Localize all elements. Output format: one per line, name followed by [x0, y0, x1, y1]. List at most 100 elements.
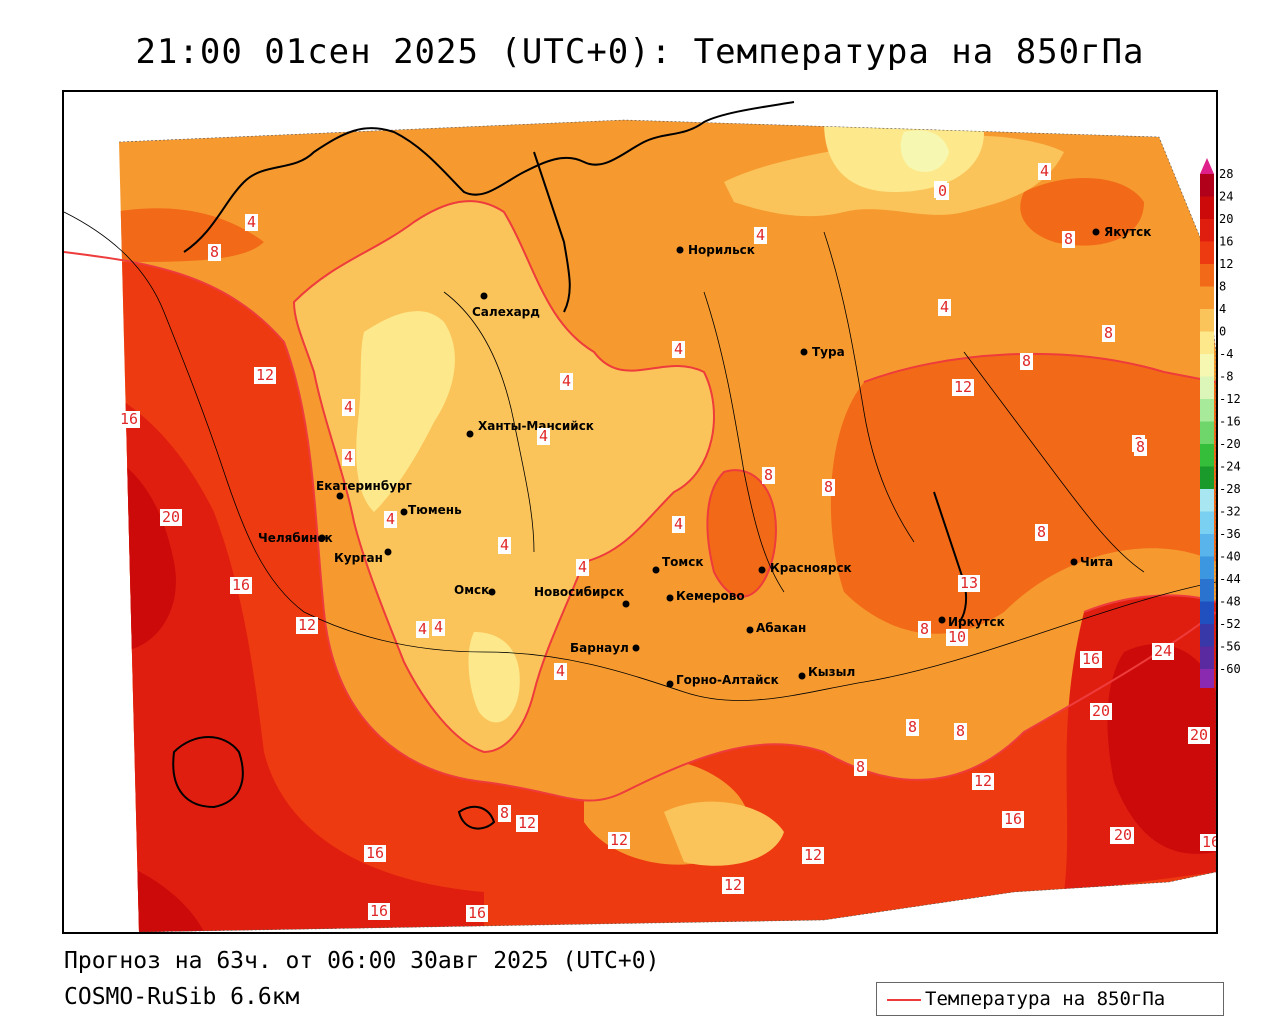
colorbar-tick-label: 16 — [1219, 235, 1233, 249]
city-label: Норильск — [688, 243, 755, 257]
colorbar-tick-label: -36 — [1219, 527, 1241, 541]
contour-label: 12 — [298, 616, 316, 634]
contour-label-bg — [954, 723, 967, 740]
contour-label-bg — [1152, 643, 1174, 660]
legend: Температура на 850гПа — [876, 982, 1224, 1016]
colorbar-tick-label: -60 — [1219, 662, 1241, 676]
colorbar-tick-label: 0 — [1219, 325, 1226, 339]
city-label: Чита — [1080, 555, 1113, 569]
colorbar-swatch — [1200, 331, 1214, 354]
contour-label-bg — [1062, 231, 1075, 248]
colorbar-tick-label: 20 — [1219, 212, 1233, 226]
contour-label: 8 — [824, 478, 833, 496]
contour-label: 4 — [500, 536, 509, 554]
contour-label: 4 — [247, 213, 256, 231]
colorbar-tick-label: -20 — [1219, 437, 1241, 451]
colorbar-swatch — [1200, 466, 1214, 489]
contour-label: 8 — [210, 243, 219, 261]
contour-label-bg — [1188, 727, 1210, 744]
colorbar-tick-label: -28 — [1219, 482, 1241, 496]
contour-label-bg — [554, 663, 567, 680]
contour-label-bg — [576, 559, 589, 576]
contour-label-bg — [466, 905, 488, 922]
contour-label-bg — [245, 214, 258, 231]
contour-label: 12 — [256, 366, 274, 384]
colorbar-tick-label: -8 — [1219, 370, 1233, 384]
city-label: Кызыл — [808, 665, 855, 679]
contour-label: 4 — [562, 372, 571, 390]
colorbar-swatch — [1200, 309, 1214, 332]
colorbar-swatch — [1200, 354, 1214, 377]
colorbar-tick-label: 28 — [1219, 167, 1233, 181]
contour-label-bg — [1080, 651, 1102, 668]
contour-label: 12 — [724, 876, 742, 894]
colorbar-swatch — [1200, 624, 1214, 647]
colorbar-tick-label: 4 — [1219, 302, 1226, 316]
city-label: Тура — [812, 345, 845, 359]
contour-label-bg — [854, 759, 867, 776]
contour-label: 4 — [418, 620, 427, 638]
contour-label: 16 — [120, 410, 138, 428]
contour-label: 4 — [434, 618, 443, 636]
contour-label-bg — [537, 428, 550, 445]
colorbar-tick-label: -24 — [1219, 460, 1241, 474]
contour-label: 4 — [578, 558, 587, 576]
contour-label: 4 — [344, 398, 353, 416]
contour-label-bg — [254, 367, 276, 384]
colorbar-swatch — [1200, 556, 1214, 579]
contour-label-bg — [416, 621, 429, 638]
colorbar-swatch — [1200, 219, 1214, 242]
contour-label-bg — [1020, 353, 1033, 370]
contour-label-bg — [1112, 827, 1134, 844]
colorbar-tick-label: -16 — [1219, 415, 1241, 429]
city-label: Тюмень — [408, 503, 462, 517]
contour-label-bg — [672, 516, 685, 533]
contour-label: 8 — [1037, 523, 1046, 541]
contour-label-bg — [936, 183, 949, 200]
legend-label: Температура на 850гПа — [925, 988, 1166, 1010]
contour-label-bg — [754, 227, 767, 244]
contour-label: 8 — [1022, 352, 1031, 370]
contour-label: 12 — [610, 831, 628, 849]
city-label: Барнаул — [570, 641, 629, 655]
contour-label-bg — [1035, 524, 1048, 541]
contour-label-bg — [160, 509, 182, 526]
contour-label: 8 — [908, 718, 917, 736]
contour-label: 0 — [938, 182, 947, 200]
colorbar-swatch — [1200, 399, 1214, 422]
contour-label-bg — [918, 621, 931, 638]
contour-label-bg — [672, 341, 685, 358]
model-name: COSMO-RuSib 6.6км — [64, 984, 300, 1010]
contour-label: 8 — [856, 758, 865, 776]
colorbar-tick-label: -52 — [1219, 617, 1241, 631]
colorbar-tick-label: 24 — [1219, 190, 1233, 204]
colorbar-tick-label: -40 — [1219, 550, 1241, 564]
contour-labels: 4844048481244441644888820444481612441310… — [118, 162, 1216, 922]
contour-label-bg — [342, 399, 355, 416]
colorbar-swatch — [1200, 286, 1214, 309]
contour-label: 4 — [674, 340, 683, 358]
colorbar-swatch — [1200, 264, 1214, 287]
contour-label: 12 — [518, 814, 536, 832]
city-label: Екатеринбург — [316, 479, 412, 493]
contour-label: 8 — [1104, 324, 1113, 342]
city-label: Курган — [334, 551, 383, 565]
contour-label: 4 — [556, 662, 565, 680]
city-label: Томск — [662, 555, 704, 569]
contour-label: 4 — [940, 298, 949, 316]
contour-label-bg — [802, 847, 824, 864]
colorbar-swatch — [1200, 444, 1214, 467]
contour-label-bg — [906, 719, 919, 736]
colorbar-swatch — [1200, 579, 1214, 602]
temperature-map: Норильск Якутск Салехард Тура Ханты-Манс… — [62, 90, 1218, 934]
contour-label: 8 — [764, 466, 773, 484]
contour-label: 13 — [960, 574, 978, 592]
contour-label: 16 — [1004, 810, 1022, 828]
colorbar-swatch — [1200, 511, 1214, 534]
colorbar-swatch — [1200, 421, 1214, 444]
contour-label: 20 — [1190, 726, 1208, 744]
contour-label: 16 — [468, 904, 486, 922]
contour-label-bg — [822, 479, 835, 496]
contour-label: 16 — [366, 844, 384, 862]
contour-label-bg — [498, 805, 511, 822]
